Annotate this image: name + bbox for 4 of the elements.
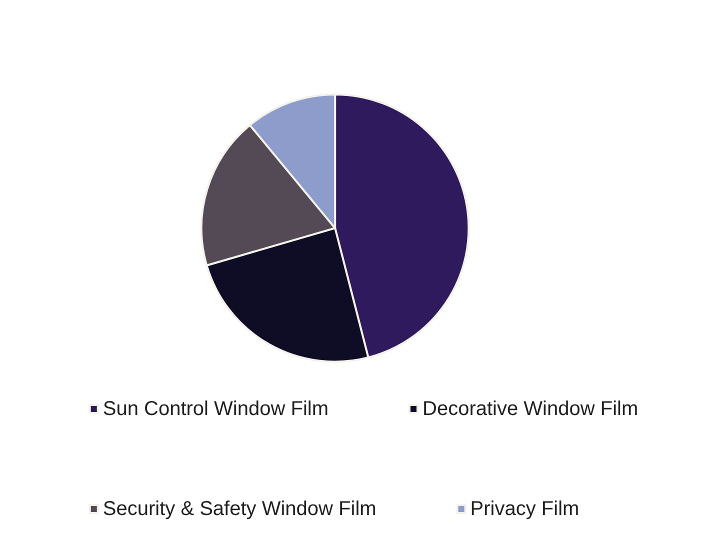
- legend-label: Sun Control Window Film: [102, 398, 329, 420]
- legend-label: Decorative Window Film: [422, 398, 638, 420]
- legend-label: Security & Safety Window Film: [102, 498, 376, 520]
- legend-label: Privacy Film: [470, 498, 580, 520]
